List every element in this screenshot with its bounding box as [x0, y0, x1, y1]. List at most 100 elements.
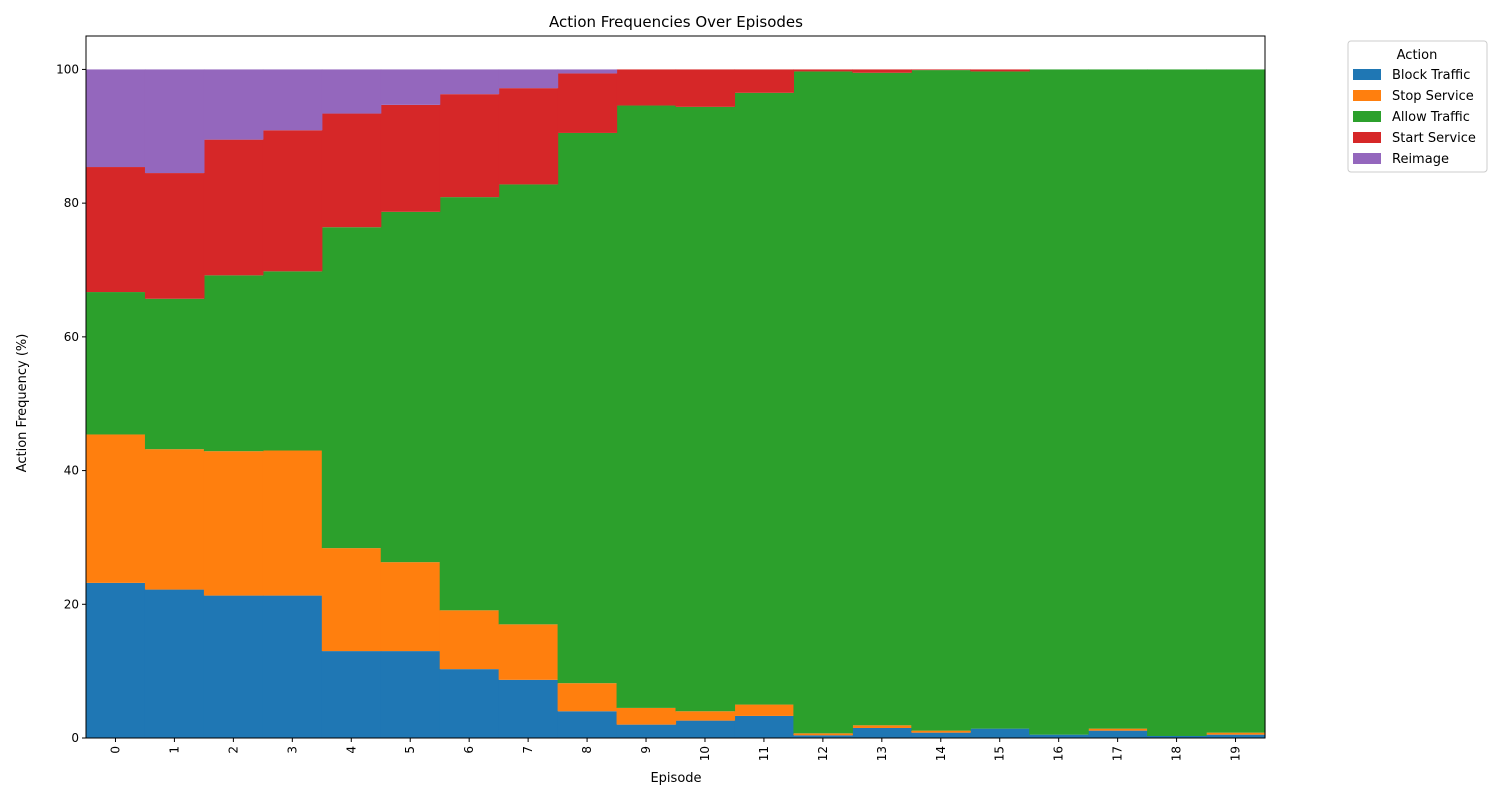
- bar-segment: [439, 69, 500, 95]
- x-axis-label: Episode: [650, 771, 701, 786]
- bar-segment: [734, 715, 794, 738]
- legend-label: Start Service: [1392, 131, 1476, 146]
- bar-segment: [1147, 69, 1207, 737]
- x-tick-label: 7: [521, 746, 535, 754]
- bar-segment: [616, 69, 677, 106]
- bar-segment: [321, 113, 382, 228]
- legend-label: Stop Service: [1392, 89, 1474, 104]
- legend-label: Allow Traffic: [1392, 110, 1470, 125]
- bar-segment: [557, 69, 618, 74]
- legend-label: Block Traffic: [1392, 68, 1470, 83]
- bar-segment: [321, 69, 382, 114]
- y-tick-label: 80: [64, 196, 79, 210]
- y-tick-label: 60: [64, 330, 79, 344]
- bar-segment: [203, 275, 264, 452]
- bar-segment: [86, 167, 146, 293]
- bar-segment: [380, 562, 441, 652]
- bar-segment: [380, 211, 441, 563]
- bar-segment: [675, 720, 736, 738]
- bar-segment: [852, 725, 912, 728]
- bar-segment: [144, 173, 205, 299]
- bar-segment: [86, 292, 146, 435]
- bar-segment: [616, 707, 677, 725]
- y-tick-label: 100: [56, 62, 79, 76]
- bar-segment: [970, 71, 1030, 729]
- bar-segment: [970, 728, 1030, 738]
- x-tick-label: 6: [462, 746, 476, 754]
- legend-swatch: [1353, 132, 1381, 143]
- x-tick-label: 15: [993, 746, 1007, 761]
- bar-segment: [262, 271, 323, 451]
- bar-segment: [557, 683, 618, 712]
- bar-segment: [793, 733, 853, 736]
- bar-segment: [262, 450, 323, 596]
- bar-segment: [321, 651, 382, 738]
- legend: Action Block Traffic Stop Service Allow Tr…: [1347, 40, 1488, 173]
- legend-swatch: [1353, 111, 1381, 122]
- legend-title: Action: [1397, 48, 1438, 63]
- bar-segment: [911, 70, 971, 731]
- bar-segment: [439, 197, 500, 611]
- bar-segment: [1147, 735, 1207, 738]
- bar-segment: [262, 595, 323, 738]
- bar-segment: [321, 227, 382, 549]
- legend-swatch: [1353, 153, 1381, 164]
- x-tick-label: 9: [639, 746, 653, 754]
- axes-frame: [85, 35, 1266, 739]
- bar-segment: [262, 69, 323, 131]
- bar-segment: [144, 589, 205, 738]
- bar-segment: [86, 434, 146, 583]
- x-tick-label: 14: [934, 746, 948, 761]
- bar-segment: [852, 72, 912, 726]
- bar-segment: [793, 69, 853, 72]
- x-tick-label: 13: [875, 746, 889, 761]
- bar-segment: [675, 106, 736, 712]
- bar-segment: [321, 548, 382, 652]
- bar-segment: [439, 610, 500, 670]
- bar-segment: [911, 69, 971, 71]
- bar-segment: [911, 732, 971, 738]
- y-axis-label: Action Frequency (%): [15, 334, 30, 473]
- bar-segment: [262, 130, 323, 272]
- legend-box: [1347, 40, 1488, 173]
- bar-segment: [380, 69, 441, 105]
- bar-segment: [439, 94, 500, 198]
- bar-segment: [734, 69, 794, 93]
- x-tick-label: 3: [285, 746, 299, 754]
- x-tick-label: 11: [757, 746, 771, 761]
- x-tick-label: 2: [226, 746, 240, 754]
- bar-segment: [1206, 734, 1266, 738]
- bar-segment: [675, 711, 736, 721]
- bar-segment: [203, 139, 264, 276]
- x-tick-label: 12: [816, 746, 830, 761]
- bar-segment: [86, 582, 146, 738]
- bar-segment: [1029, 734, 1089, 738]
- bars-layer: [86, 69, 1266, 738]
- bar-segment: [616, 724, 677, 738]
- bar-segment: [498, 69, 559, 89]
- bar-segment: [439, 669, 500, 738]
- y-tick-label: 20: [64, 597, 79, 611]
- chart-title: Action Frequencies Over Episodes: [549, 13, 803, 31]
- bar-segment: [1088, 728, 1148, 731]
- x-tick-label: 8: [580, 746, 594, 754]
- bar-segment: [203, 451, 264, 596]
- x-tick-label: 10: [698, 746, 712, 761]
- bar-segment: [144, 449, 205, 590]
- legend-swatch: [1353, 69, 1381, 80]
- bar-segment: [557, 73, 618, 133]
- bar-segment: [852, 727, 912, 738]
- bar-segment: [1206, 69, 1266, 733]
- bar-segment: [144, 69, 205, 174]
- bar-segment: [852, 69, 912, 73]
- bar-segment: [911, 730, 971, 733]
- bar-segment: [970, 69, 1030, 72]
- y-tick-label: 0: [71, 731, 79, 745]
- bar-segment: [380, 104, 441, 212]
- x-tick-label: 17: [1111, 746, 1125, 761]
- bar-segment: [498, 88, 559, 185]
- bar-segment: [1206, 732, 1266, 735]
- bar-segment: [675, 69, 736, 107]
- bar-segment: [86, 69, 146, 168]
